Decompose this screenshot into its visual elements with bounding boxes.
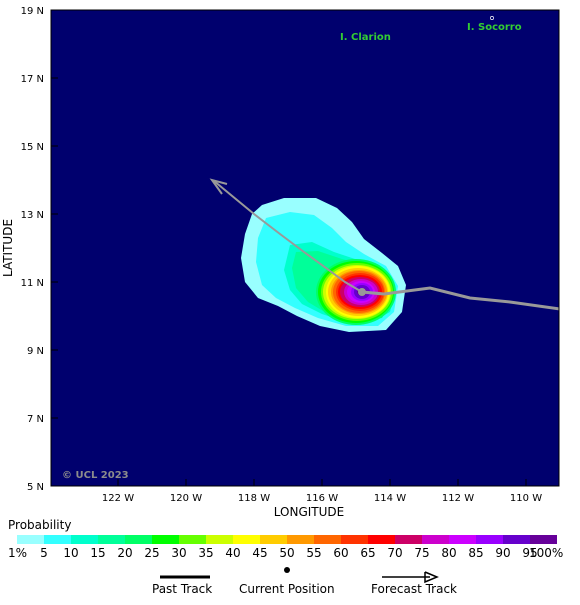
- color-swatch: [71, 535, 98, 544]
- island-label-clarion: I. Clarion: [340, 32, 391, 43]
- color-scale-label: 30: [171, 546, 187, 560]
- color-swatch: [233, 535, 260, 544]
- color-scale-label: 20: [117, 546, 133, 560]
- color-scale-label: 55: [306, 546, 322, 560]
- color-scale-label: 25: [144, 546, 160, 560]
- color-scale-label: 15: [90, 546, 106, 560]
- color-scale-label: 85: [468, 546, 484, 560]
- color-scale-label: 60: [333, 546, 349, 560]
- color-scale-label: 35: [198, 546, 214, 560]
- legend-title: Probability: [8, 518, 72, 532]
- color-scale-label: 40: [225, 546, 241, 560]
- lon-tick-label: 122 W: [102, 493, 134, 504]
- lat-tick-label: 13 N: [21, 210, 44, 221]
- lon-tick-label: 110 W: [510, 493, 542, 504]
- lon-tick-label: 112 W: [442, 493, 474, 504]
- color-scale-label: 80: [441, 546, 457, 560]
- color-swatch: [503, 535, 530, 544]
- longitude-axis: 122 W 120 W 118 W 116 W 114 W 112 W 110 …: [102, 479, 542, 504]
- lat-tick-label: 19 N: [21, 6, 44, 17]
- color-swatch: [314, 535, 341, 544]
- color-swatch: [44, 535, 71, 544]
- strike-probability-field: [209, 178, 559, 332]
- x-axis-title: LONGITUDE: [274, 505, 344, 519]
- color-swatch: [287, 535, 314, 544]
- lat-tick-label: 15 N: [21, 142, 44, 153]
- color-swatch: [422, 535, 449, 544]
- color-swatch: [98, 535, 125, 544]
- plot-frame: [50, 9, 560, 487]
- island-label-socorro: I. Socorro: [467, 22, 522, 33]
- current-position-marker: [358, 288, 366, 296]
- color-swatch: [152, 535, 179, 544]
- latitude-axis: 19 N 17 N 15 N 13 N 11 N 9 N 7 N 5 N: [21, 6, 58, 493]
- lon-tick-label: 120 W: [170, 493, 202, 504]
- lon-tick-label: 118 W: [238, 493, 270, 504]
- color-swatch: [395, 535, 422, 544]
- color-scale-label: 75: [414, 546, 430, 560]
- lat-tick-label: 9 N: [27, 346, 44, 357]
- color-swatch: [179, 535, 206, 544]
- color-swatch: [341, 535, 368, 544]
- copyright-text: © UCL 2023: [62, 470, 129, 481]
- color-swatch: [530, 535, 557, 544]
- color-scale-label: 1%: [8, 546, 28, 560]
- forecast-arrow-head-icon: [209, 178, 228, 195]
- color-swatch: [449, 535, 476, 544]
- color-scale-label: 95: [522, 546, 538, 560]
- color-swatch: [260, 535, 287, 544]
- lat-tick-label: 17 N: [21, 74, 44, 85]
- color-scale-label: 70: [387, 546, 403, 560]
- color-swatch: [476, 535, 503, 544]
- lon-tick-label: 116 W: [306, 493, 338, 504]
- color-scale-label: 65: [360, 546, 376, 560]
- lat-tick-label: 7 N: [27, 414, 44, 425]
- forecast-track-label: Forecast Track: [371, 582, 457, 596]
- color-swatch: [368, 535, 395, 544]
- color-scale-label: 50: [279, 546, 295, 560]
- past-track: [361, 286, 559, 311]
- forecast-arrow-key-icon: [424, 571, 439, 584]
- color-scale-label: 100%: [529, 546, 564, 560]
- lat-tick-label: 5 N: [27, 482, 44, 493]
- color-scale-labels: 1% 5 10 15 20 25 30 35 40 45 50 55 60 65 70 75 80 85 90 95 1…: [0, 546, 580, 560]
- y-axis-title: LATITUDE: [1, 219, 15, 277]
- color-swatch: [17, 535, 44, 544]
- past-track-label: Past Track: [152, 582, 213, 596]
- color-scale-label: 45: [252, 546, 268, 560]
- color-swatch: [125, 535, 152, 544]
- color-scale-label: 90: [495, 546, 511, 560]
- current-position-key-icon: [284, 567, 290, 573]
- color-swatch: [206, 535, 233, 544]
- color-scale: [17, 535, 557, 544]
- island-marker-socorro: [490, 16, 494, 20]
- current-position-label: Current Position: [239, 582, 335, 596]
- color-scale-label: 5: [40, 546, 48, 560]
- lon-tick-label: 114 W: [374, 493, 406, 504]
- forecast-track: [213, 180, 363, 293]
- color-scale-label: 10: [63, 546, 79, 560]
- lat-tick-label: 11 N: [21, 278, 44, 289]
